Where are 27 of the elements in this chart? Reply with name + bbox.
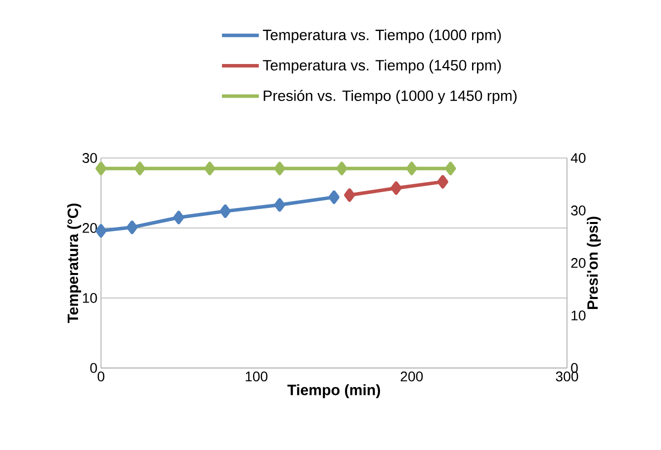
y-tick-label: 30 (82, 153, 97, 163)
point (126, 220, 138, 234)
y2-tick-label: 30 (571, 206, 586, 216)
y-tick-label: 20 (82, 223, 97, 233)
legend-label: Temperatura vs. Tiempo (1450 rpm) (262, 60, 501, 74)
x-axis-title: Tiempo (min) (287, 384, 380, 398)
point (328, 190, 340, 204)
x-tick-label: 100 (246, 372, 268, 382)
point (173, 210, 184, 224)
y-tick-label: 10 (83, 293, 97, 303)
point (96, 224, 106, 238)
y-axis-title: Temperatura (°C) (67, 204, 82, 323)
point (344, 188, 356, 202)
y2-axis-title: Presi'on (psi) (586, 216, 601, 310)
point (390, 181, 402, 195)
point (274, 198, 286, 212)
x-tick-label: 200 (400, 372, 423, 382)
x-tick-label: 0 (98, 372, 104, 382)
y2-tick-label: 20 (571, 258, 586, 268)
point (220, 204, 231, 218)
x-tick-label: 300 (556, 372, 578, 382)
y-tick-label: 0 (90, 363, 97, 373)
legend-label: Presión vs. Tiempo (1000 y 1450 rpm) (264, 90, 517, 104)
point (437, 175, 448, 189)
y2-tick-label: 10 (572, 310, 586, 320)
legend-label: Temperatura vs. Tiempo (1000 rpm) (262, 29, 501, 44)
y2-tick-label: 40 (570, 153, 586, 163)
